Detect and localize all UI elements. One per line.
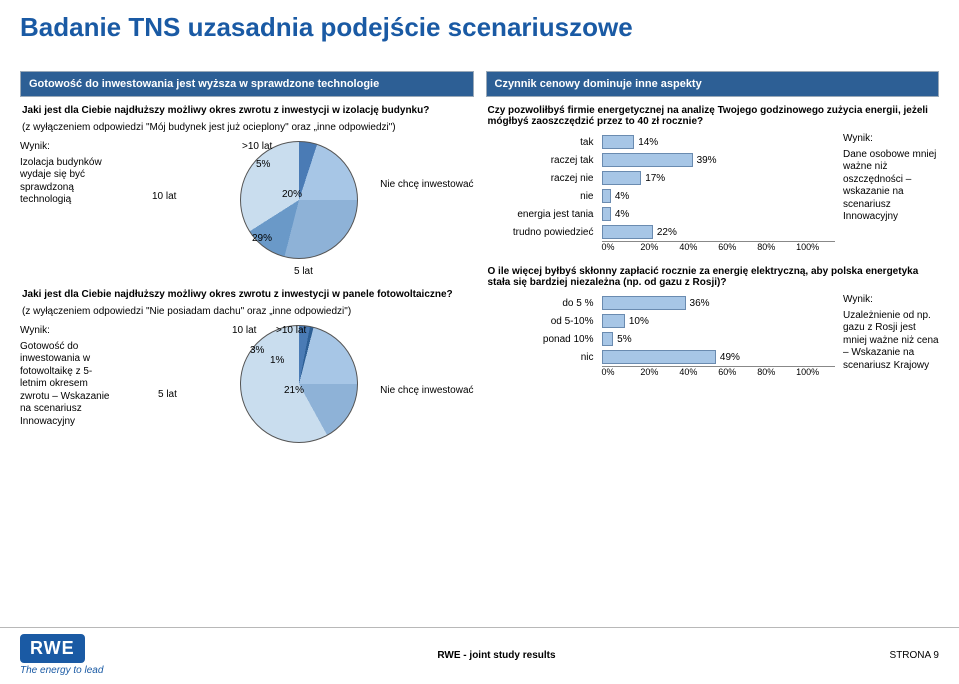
pie-label: 10 lat	[152, 191, 176, 202]
bar-label: nic	[486, 352, 598, 363]
bar-value: 22%	[653, 225, 677, 239]
page-number: STRONA 9	[890, 650, 939, 661]
right-q1-barchart: tak14%raczej tak39%raczej nie17%nie4%ene…	[486, 133, 836, 252]
bar-value: 14%	[634, 135, 658, 149]
wynik-head: Wynik:	[20, 325, 116, 338]
pie-value: 20%	[282, 189, 302, 200]
bar-label: trudno powiedzieć	[486, 227, 598, 238]
wynik-head: Wynik:	[843, 294, 939, 307]
footer-center: RWE - joint study results	[437, 650, 555, 661]
pie-value: 21%	[284, 385, 304, 396]
pie-label: 5 lat	[158, 389, 177, 400]
bar-label: tak	[486, 137, 598, 148]
right-q2-wynik: Wynik: Uzależnienie od np. gazu z Rosji …	[843, 294, 939, 372]
bar-label: od 5-10%	[486, 316, 598, 327]
right-q2: O ile więcej byłbyś skłonny zapłacić roc…	[486, 264, 940, 288]
pie-value: 3%	[250, 345, 264, 356]
bar-value: 5%	[613, 332, 631, 346]
bar-row: energia jest tania 4%	[486, 205, 836, 223]
wynik-head: Wynik:	[20, 141, 116, 154]
left-q2: Jaki jest dla Ciebie najdłuższy możliwy …	[20, 287, 474, 300]
bar-row: do 5 % 36%	[486, 294, 836, 312]
bar-label: do 5 %	[486, 298, 598, 309]
right-q1-wynik: Wynik: Dane osobowe mniej ważne niż oszc…	[843, 133, 939, 224]
right-q2-barchart: do 5 % 36% od 5-10% 10% ponad 10% 5% nic 49% 0%2…	[486, 294, 836, 377]
pie-label: >10 lat	[242, 141, 272, 152]
bar-label: raczej nie	[486, 173, 598, 184]
bar-row: raczej tak 39%	[486, 151, 836, 169]
rwe-logo: RWE	[20, 634, 85, 663]
logo-tagline: The energy to lead	[20, 665, 103, 676]
left-q1-pie: >10 lat Nie chcę inwestować 5 lat 10 lat…	[124, 141, 474, 281]
pie-label: Nie chcę inwestować	[380, 179, 473, 190]
wynik-text: Izolacja budynków wydaje się być sprawdz…	[20, 157, 116, 207]
wynik-head: Wynik:	[843, 133, 939, 146]
x-axis: 0%20%40%60%80%100%	[602, 366, 836, 377]
bar-value: 49%	[716, 350, 740, 364]
left-q2-pie: 10 lat >10 lat Nie chcę inwestować 5 lat…	[124, 325, 474, 465]
pie-value: 5%	[256, 159, 270, 170]
logo-block: RWE The energy to lead	[20, 634, 103, 676]
right-band: Czynnik cenowy dominuje inne aspekty	[486, 71, 940, 97]
bar-label: raczej tak	[486, 155, 598, 166]
bar-label: nie	[486, 191, 598, 202]
pie-label: 10 lat	[232, 325, 256, 336]
pie-value: 17%	[210, 389, 230, 400]
page-title: Badanie TNS uzasadnia podejście scenariu…	[0, 0, 959, 51]
wynik-text: Uzależnienie od np. gazu z Rosji jest mn…	[843, 310, 939, 373]
wynik-text: Dane osobowe mniej ważne niż oszczędnośc…	[843, 149, 939, 224]
x-axis: 0%20%40%60%80%100%	[602, 241, 836, 252]
bar-value: 39%	[693, 153, 717, 167]
bar-row: od 5-10% 10%	[486, 312, 836, 330]
pie-value: 1%	[270, 355, 284, 366]
left-q1-wynik: Wynik: Izolacja budynków wydaje się być …	[20, 141, 116, 207]
bar-row: tak 14%	[486, 133, 836, 151]
pie-label: Nie chcę inwestować	[380, 385, 473, 396]
footer: RWE The energy to lead RWE - joint study…	[0, 627, 959, 684]
bar-row: raczej nie 17%	[486, 169, 836, 187]
left-q1-sub: (z wyłączeniem odpowiedzi "Mój budynek j…	[20, 122, 474, 135]
bar-row: nic 49%	[486, 348, 836, 366]
pie-value: 12%	[210, 193, 230, 204]
bar-value: 36%	[686, 296, 710, 310]
right-q1: Czy pozwoliłbyś firmie energetycznej na …	[486, 103, 940, 127]
left-q2-wynik: Wynik: Gotowość do inwestowania w fotowo…	[20, 325, 116, 428]
bar-row: ponad 10% 5%	[486, 330, 836, 348]
bar-value: 10%	[625, 314, 649, 328]
left-q2-sub: (z wyłączeniem odpowiedzi "Nie posiadam …	[20, 306, 474, 319]
bar-row: trudno powiedzieć 22%	[486, 223, 836, 241]
left-band: Gotowość do inwestowania jest wyższa w s…	[20, 71, 474, 97]
pie-label: >10 lat	[276, 325, 306, 336]
bar-value: 4%	[611, 207, 629, 221]
right-column: Czynnik cenowy dominuje inne aspekty Czy…	[486, 71, 940, 465]
bar-value: 17%	[641, 171, 665, 185]
left-q1: Jaki jest dla Ciebie najdłuższy możliwy …	[20, 103, 474, 116]
wynik-text: Gotowość do inwestowania w fotowoltaikę …	[20, 341, 116, 429]
bar-value: 4%	[611, 189, 629, 203]
main-content: Gotowość do inwestowania jest wyższa w s…	[0, 51, 959, 465]
pie-label: 5 lat	[294, 266, 313, 277]
bar-label: energia jest tania	[486, 209, 598, 220]
pie-value: 29%	[252, 233, 272, 244]
left-column: Gotowość do inwestowania jest wyższa w s…	[20, 71, 474, 465]
bar-row: nie 4%	[486, 187, 836, 205]
bar-label: ponad 10%	[486, 334, 598, 345]
